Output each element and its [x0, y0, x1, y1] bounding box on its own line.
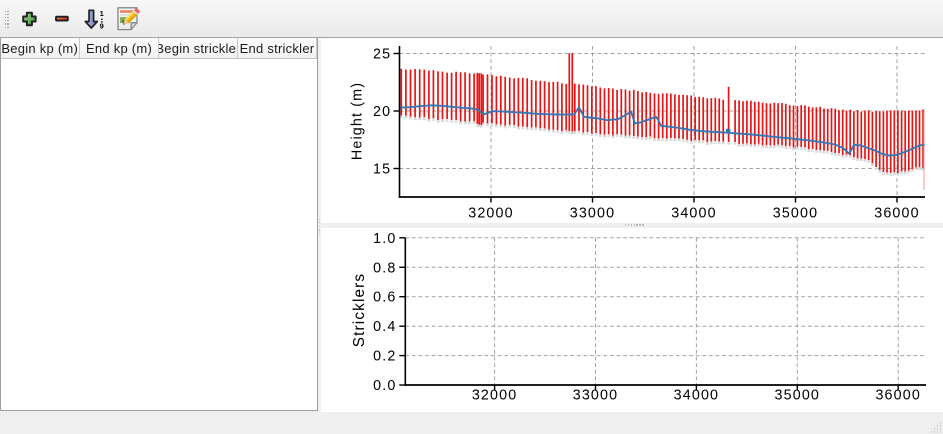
svg-text:20: 20 — [373, 104, 391, 120]
svg-text:25: 25 — [373, 47, 391, 63]
svg-text:9: 9 — [100, 21, 104, 30]
svg-text:1.0: 1.0 — [373, 231, 396, 247]
svg-text:0.6: 0.6 — [373, 290, 396, 306]
svg-text:Stricklers: Stricklers — [351, 273, 368, 347]
svg-text:34000: 34000 — [671, 206, 717, 222]
svg-text:34000: 34000 — [674, 388, 720, 404]
svg-text:35000: 35000 — [775, 388, 821, 404]
svg-text:36000: 36000 — [875, 388, 921, 404]
svg-text:0.2: 0.2 — [373, 349, 396, 365]
svg-text:1: 1 — [100, 9, 104, 18]
svg-text:15: 15 — [373, 162, 391, 178]
svg-text:0.4: 0.4 — [373, 319, 396, 335]
svg-text:32000: 32000 — [468, 206, 514, 222]
svg-text:36000: 36000 — [874, 206, 920, 222]
svg-text:33000: 33000 — [573, 388, 619, 404]
svg-text:33000: 33000 — [570, 206, 616, 222]
svg-text:32000: 32000 — [472, 388, 518, 404]
svg-text:35000: 35000 — [773, 206, 819, 222]
svg-text:0.8: 0.8 — [373, 260, 396, 276]
svg-text:0.0: 0.0 — [373, 378, 396, 394]
svg-text:Height (m): Height (m) — [350, 82, 366, 160]
